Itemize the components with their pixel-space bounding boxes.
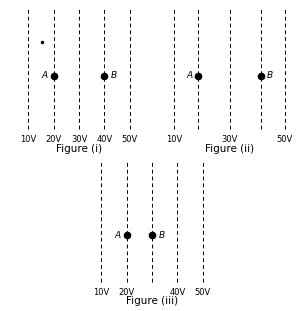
- Text: 40V: 40V: [169, 288, 185, 297]
- Text: B: B: [267, 71, 273, 80]
- Text: B: B: [111, 71, 117, 80]
- Text: 20V: 20V: [119, 288, 135, 297]
- Text: 50V: 50V: [122, 135, 138, 144]
- Text: 50V: 50V: [195, 288, 211, 297]
- Text: B: B: [158, 231, 164, 240]
- Text: A: A: [186, 71, 192, 80]
- Text: 30V: 30V: [221, 135, 238, 144]
- Text: 50V: 50V: [277, 135, 293, 144]
- Text: A: A: [114, 231, 120, 240]
- Text: 10V: 10V: [93, 288, 109, 297]
- Text: 20V: 20V: [46, 135, 62, 144]
- Text: 30V: 30V: [71, 135, 87, 144]
- Text: 10V: 10V: [20, 135, 36, 144]
- Text: Figure (ii): Figure (ii): [205, 144, 254, 154]
- Text: Figure (i): Figure (i): [56, 144, 102, 154]
- Text: 10V: 10V: [166, 135, 182, 144]
- Text: A: A: [41, 71, 47, 80]
- Text: 40V: 40V: [96, 135, 112, 144]
- Text: Figure (iii): Figure (iii): [126, 296, 178, 306]
